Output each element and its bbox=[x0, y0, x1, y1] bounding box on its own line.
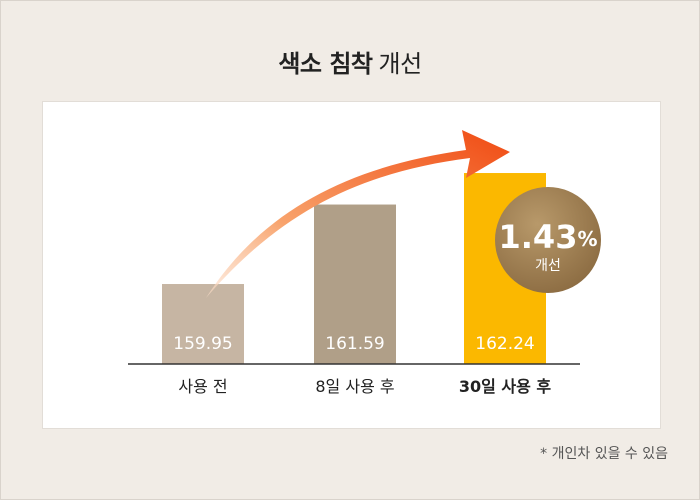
bar-1 bbox=[162, 284, 244, 364]
svg-text:1.43%: 1.43% bbox=[499, 218, 598, 256]
improvement-badge: 1.43% 개선 bbox=[495, 187, 601, 293]
category-label-3: 30일 사용 후 bbox=[459, 377, 552, 396]
bar-2 bbox=[314, 204, 396, 364]
footnote: * 개인차 있을 수 있음 bbox=[540, 446, 668, 462]
badge-label: 개선 bbox=[535, 258, 561, 274]
bar-value-label-1: 159.95 bbox=[173, 334, 232, 354]
growth-arrow bbox=[206, 130, 510, 298]
bar-value-label-2: 161.59 bbox=[325, 334, 384, 354]
badge-unit: % bbox=[577, 227, 597, 251]
bar-value-label-3: 162.24 bbox=[475, 334, 534, 354]
title-bold-text: 색소 침착 bbox=[278, 50, 373, 78]
badge-circle bbox=[495, 187, 601, 293]
badge-value: 1.43 bbox=[499, 218, 578, 256]
title-light-text: 개선 bbox=[378, 50, 423, 78]
category-label-2: 8일 사용 후 bbox=[315, 377, 394, 396]
category-label-1: 사용 전 bbox=[178, 377, 227, 396]
chart-title: 색소 침착 개선 bbox=[0, 44, 700, 79]
